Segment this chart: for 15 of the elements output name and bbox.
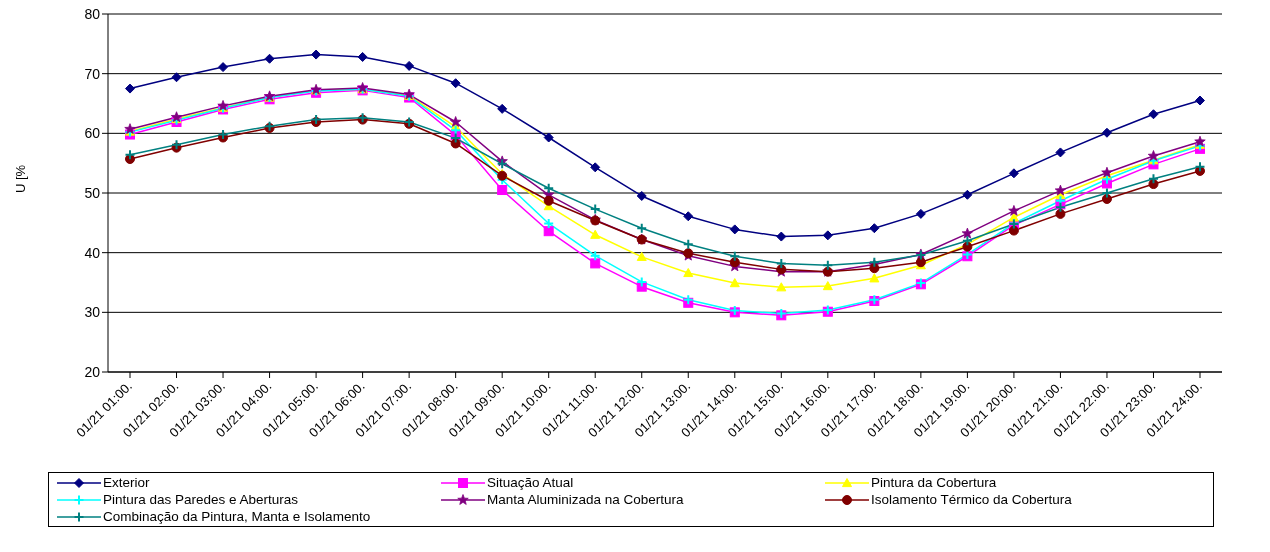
y-tick-label: 80	[84, 5, 101, 22]
y-tick-label: 30	[84, 304, 101, 321]
y-axis-title: U [%	[12, 164, 28, 193]
legend-label: Isolamento Térmico da Cobertura	[871, 492, 1072, 507]
y-tick-label: 20	[84, 363, 101, 380]
legend-label: Combinação da Pintura, Manta e Isolamento	[103, 509, 371, 524]
legend-label: Manta Aluminizada na Cobertura	[487, 492, 684, 507]
legend-label: Pintura das Paredes e Aberturas	[103, 492, 299, 507]
y-tick-label: 50	[84, 184, 101, 201]
y-tick-label: 60	[84, 125, 101, 142]
legend-label: Pintura da Cobertura	[871, 475, 997, 490]
y-tick-label: 70	[84, 65, 101, 82]
legend-label: Situação Atual	[487, 475, 574, 490]
y-tick-label: 40	[84, 244, 101, 261]
legend-label: Exterior	[103, 475, 150, 490]
